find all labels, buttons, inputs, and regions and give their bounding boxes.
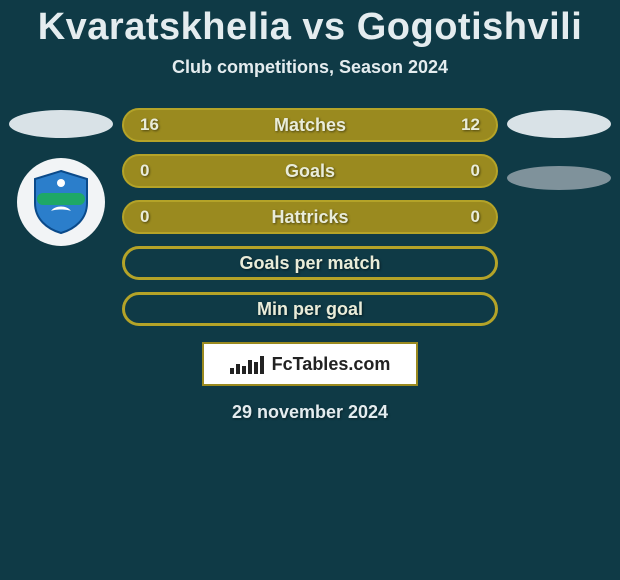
right-side bbox=[504, 108, 614, 190]
subtitle: Club competitions, Season 2024 bbox=[0, 57, 620, 78]
stat-right-value: 0 bbox=[471, 207, 480, 227]
page-title: Kvaratskhelia vs Gogotishvili bbox=[0, 0, 620, 49]
stat-right-value: 0 bbox=[471, 161, 480, 181]
comparison-card: Kvaratskhelia vs Gogotishvili Club compe… bbox=[0, 0, 620, 580]
stat-left-value: 16 bbox=[140, 115, 159, 135]
stat-left-value: 0 bbox=[140, 207, 149, 227]
stat-right-value: 12 bbox=[461, 115, 480, 135]
stat-bar-hattricks: 0Hattricks0 bbox=[122, 200, 498, 234]
stat-label: Matches bbox=[124, 115, 496, 136]
stat-label: Goals bbox=[124, 161, 496, 182]
stat-label: Hattricks bbox=[124, 207, 496, 228]
stat-bar-goals: 0Goals0 bbox=[122, 154, 498, 188]
stat-label: Goals per match bbox=[239, 253, 380, 274]
stat-bar-min-per-goal: Min per goal bbox=[122, 292, 498, 326]
brand-box: FcTables.com bbox=[202, 342, 418, 386]
brand-text: FcTables.com bbox=[272, 354, 391, 375]
team-logo bbox=[17, 158, 105, 246]
stat-label: Min per goal bbox=[257, 299, 363, 320]
right-oval-0 bbox=[507, 110, 611, 138]
shield-icon bbox=[31, 169, 91, 235]
left-oval-0 bbox=[9, 110, 113, 138]
stat-bar-goals-per-match: Goals per match bbox=[122, 246, 498, 280]
date-text: 29 november 2024 bbox=[0, 402, 620, 423]
right-oval-1 bbox=[507, 166, 611, 190]
left-side bbox=[6, 108, 116, 246]
brand-chart-icon bbox=[230, 354, 264, 374]
body-row: 16Matches120Goals00Hattricks0Goals per m… bbox=[0, 108, 620, 326]
stat-bars: 16Matches120Goals00Hattricks0Goals per m… bbox=[116, 108, 504, 326]
stat-bar-matches: 16Matches12 bbox=[122, 108, 498, 142]
stat-left-value: 0 bbox=[140, 161, 149, 181]
